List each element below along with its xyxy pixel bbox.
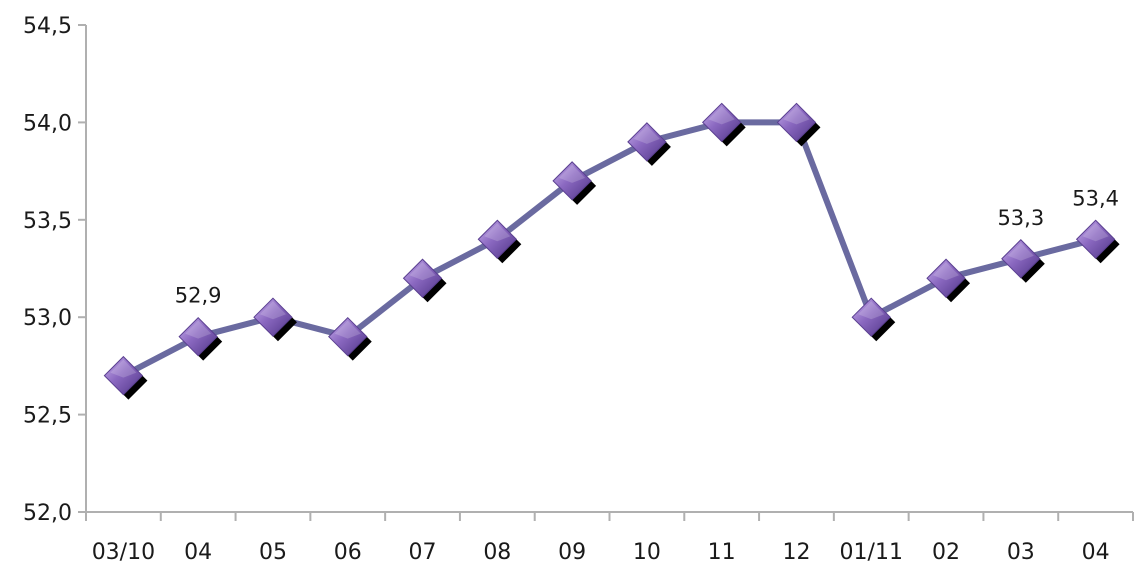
data-point-marker	[1001, 239, 1045, 283]
x-tick-label: 08	[483, 540, 511, 565]
data-label: 53,4	[1072, 186, 1119, 210]
data-point-marker	[552, 161, 597, 205]
x-tick-label: 04	[1082, 540, 1110, 565]
data-point-marker	[103, 355, 148, 400]
data-point-marker	[1075, 219, 1120, 264]
y-tick-label: 52,0	[23, 501, 72, 526]
x-tick-label: 10	[633, 540, 661, 565]
y-tick-label: 54,5	[23, 14, 72, 39]
data-point-marker	[776, 102, 821, 147]
x-tick-label: 06	[334, 540, 362, 565]
x-axis-ticks: 03/10 04 05 06 07 08 09 10 11 12 01/11 02 03 04	[85, 512, 1134, 565]
x-tick-label: 07	[409, 540, 437, 565]
data-point-marker	[627, 122, 671, 166]
data-point-marker	[402, 258, 447, 303]
x-tick-label: 03/10	[92, 540, 155, 565]
data-point-marker	[701, 102, 746, 147]
y-axis-ticks: 52,0 52,5 53,0 53,5 54,0 54,5	[23, 14, 86, 526]
data-point-marker	[178, 316, 223, 361]
y-tick-label: 53,5	[23, 209, 72, 234]
markers-group	[103, 102, 1120, 400]
x-tick-label: 01/11	[840, 540, 903, 565]
y-tick-label: 54,0	[23, 111, 72, 136]
x-tick-label: 03	[1007, 540, 1035, 565]
x-tick-label: 05	[259, 540, 287, 565]
x-tick-label: 04	[184, 540, 212, 565]
y-tick-label: 53,0	[23, 306, 72, 331]
data-point-marker	[328, 316, 372, 361]
series-line	[122, 119, 1097, 379]
x-tick-label: 09	[558, 540, 586, 565]
y-tick-label: 52,5	[23, 404, 72, 429]
data-point-marker	[926, 258, 971, 303]
x-tick-label: 12	[782, 540, 810, 565]
data-labels-group: 52,9 53,3 53,4	[175, 186, 1119, 307]
x-tick-label: 11	[708, 540, 736, 565]
data-point-marker	[851, 297, 896, 342]
data-label: 52,9	[175, 284, 222, 308]
data-point-marker	[477, 219, 522, 264]
data-point-marker	[253, 297, 297, 342]
series-line-group	[122, 119, 1097, 379]
x-tick-label: 02	[932, 540, 960, 565]
data-label: 53,3	[997, 206, 1044, 230]
